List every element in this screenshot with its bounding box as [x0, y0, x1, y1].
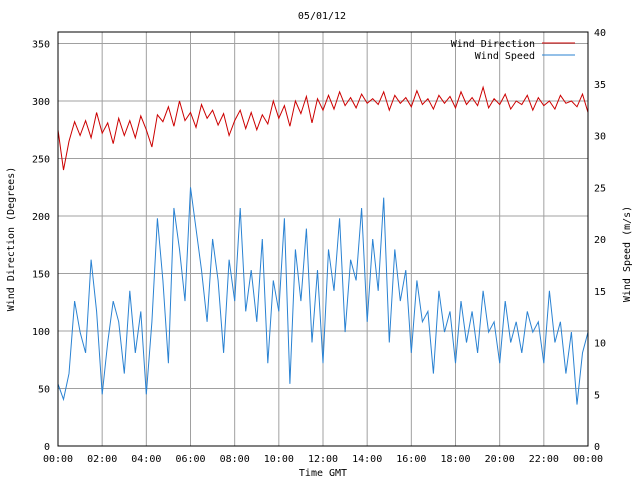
chart-grid: [58, 32, 588, 446]
legend-label: Wind Direction: [451, 39, 535, 50]
y-left-tick-label: 50: [38, 385, 50, 396]
y-axis-left-label: Wind Direction (Degrees): [6, 167, 17, 312]
y-right-tick-label: 35: [594, 80, 606, 91]
y-right-tick-label: 0: [594, 442, 600, 453]
x-tick-label: 00:00: [573, 454, 603, 465]
y-axis-left-ticks: 0 50 100 150 200 250 300 350: [32, 40, 50, 454]
x-tick-label: 14:00: [352, 454, 382, 465]
y-left-tick-label: 200: [32, 212, 50, 223]
y-left-tick-label: 0: [44, 442, 50, 453]
series-line-wind-direction: [57, 85, 589, 171]
y-left-tick-label: 250: [32, 155, 50, 166]
plot-frame: [57, 31, 589, 447]
y-axis-right-ticks: 0 5 10 15 20 25 30 35 40: [594, 28, 606, 453]
y-right-tick-label: 40: [594, 28, 606, 39]
y-right-tick-label: 30: [594, 132, 606, 143]
y-left-tick-label: 100: [32, 327, 50, 338]
legend-label: Wind Speed: [475, 51, 535, 62]
y-right-tick-label: 25: [594, 183, 606, 194]
x-tick-label: 16:00: [396, 454, 426, 465]
x-axis-ticks: 00:00 02:00 04:00 06:00 08:00 10:00 12:00 14:00…: [43, 454, 603, 465]
x-axis-label: Time GMT: [299, 468, 347, 479]
x-tick-label: 04:00: [131, 454, 161, 465]
y-right-tick-label: 5: [594, 390, 600, 401]
x-tick-label: 20:00: [485, 454, 515, 465]
y-left-tick-label: 350: [32, 40, 50, 51]
y-right-tick-label: 10: [594, 339, 606, 350]
x-tick-label: 08:00: [220, 454, 250, 465]
series-layer: [57, 85, 589, 405]
x-tick-label: 12:00: [308, 454, 338, 465]
y-left-tick-label: 150: [32, 270, 50, 281]
y-right-tick-label: 20: [594, 235, 606, 246]
y-left-tick-label: 300: [32, 97, 50, 108]
series-line-wind-speed: [57, 187, 589, 405]
x-tick-label: 00:00: [43, 454, 73, 465]
x-tick-label: 18:00: [440, 454, 470, 465]
x-tick-label: 06:00: [175, 454, 205, 465]
x-tick-label: 10:00: [264, 454, 294, 465]
chart-title: 05/01/12: [298, 11, 346, 22]
y-axis-right-label: Wind Speed (m/s): [622, 206, 633, 302]
x-tick-label: 02:00: [87, 454, 117, 465]
x-tick-label: 22:00: [529, 454, 559, 465]
y-right-tick-label: 15: [594, 287, 606, 298]
